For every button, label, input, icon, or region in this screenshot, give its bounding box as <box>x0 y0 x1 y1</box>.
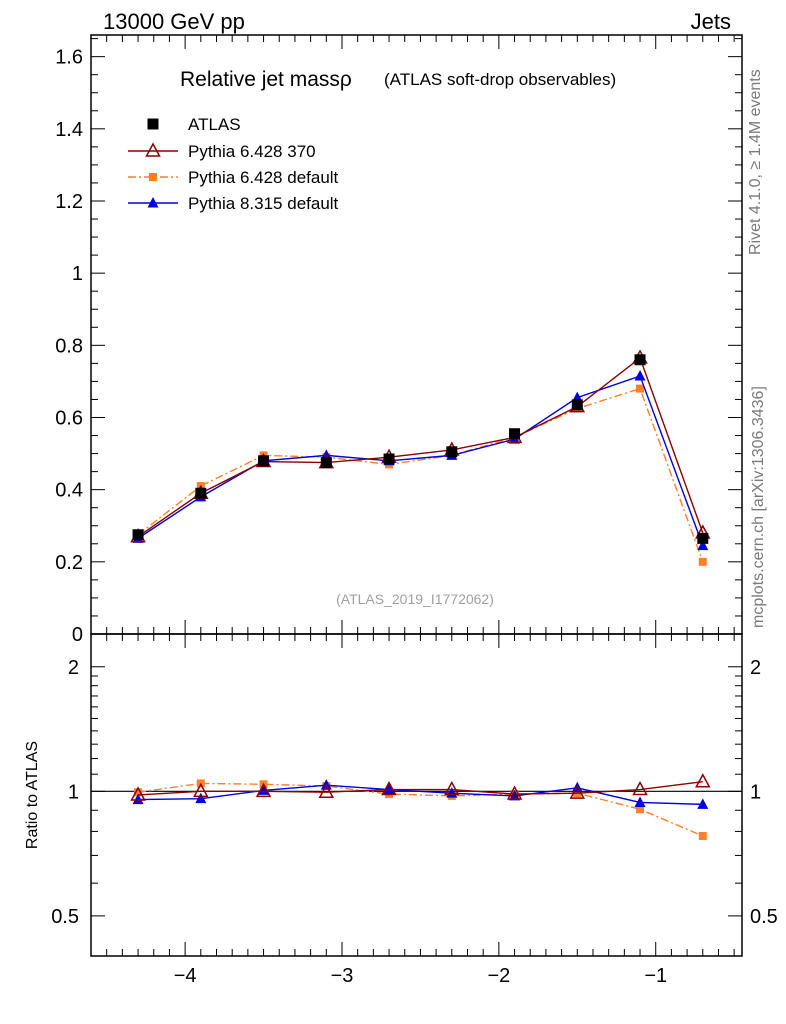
ratio-tick-label: 1 <box>68 781 79 803</box>
ratio-tick-label: 2 <box>68 657 79 679</box>
point-p6_def <box>636 384 645 393</box>
ratio-point-p8_def <box>195 792 207 804</box>
point-atlas <box>571 399 583 411</box>
ratio-point-p6_370 <box>381 780 397 796</box>
ratio-point-p6_370 <box>444 780 460 796</box>
main-y-axis: 0 0.2 0.4 0.6 0.8 1 1.2 1.4 1.6 <box>55 38 742 646</box>
ratio-point-p6_370 <box>193 782 209 798</box>
ratio-y-label: Ratio to ATLAS <box>24 741 41 849</box>
y-tick-label: 0 <box>72 624 83 646</box>
side-label-bottom: mcplots.cern.ch [arXiv:1306.3436] <box>750 386 767 628</box>
ratio-point-p8_def <box>509 789 521 801</box>
y-tick-label: 0.6 <box>55 407 83 429</box>
point-atlas <box>195 487 207 499</box>
ratio-y-axis: 0.5 0.5 1 1 2 2 <box>51 657 778 928</box>
y-tick-label: 1 <box>72 263 83 285</box>
x-tick-label: −3 <box>331 965 354 987</box>
x-tick-label: −4 <box>174 965 197 987</box>
ratio-tick-label-right: 2 <box>750 657 761 679</box>
series-line-p8_def <box>137 375 704 546</box>
point-atlas <box>383 453 395 465</box>
ratio-series-layer <box>130 773 711 840</box>
point-p6_def <box>698 557 707 566</box>
ratio-line-p8_def <box>138 784 703 806</box>
point-atlas <box>634 354 646 366</box>
legend: ATLAS Pythia 6.428 370 Pythia 6.428 defaul… <box>128 115 339 213</box>
y-tick-label: 1.2 <box>55 191 83 213</box>
ratio-point-p6_370 <box>569 784 586 799</box>
ratio-point-p6_370 <box>130 786 146 801</box>
point-atlas <box>446 446 458 458</box>
point-atlas <box>258 455 270 467</box>
legend-label-p6_370: Pythia 6.428 370 <box>188 142 316 161</box>
point-atlas <box>697 532 709 544</box>
side-label-top: Rivet 4.1.0, ≥ 1.4M events <box>747 69 764 255</box>
ratio-point-p6_def <box>134 788 143 797</box>
legend-label-p6_def: Pythia 6.428 default <box>188 168 339 187</box>
ratio-plot-frame <box>90 633 743 957</box>
chart-title-text: Relative jet mass <box>180 68 340 91</box>
point-p8_def <box>634 369 646 381</box>
x-tick-label: −1 <box>644 965 667 987</box>
ratio-tick-label: 0.5 <box>51 906 79 928</box>
legend-marker-p6_def <box>149 173 157 181</box>
ratio-tick-label-right: 0.5 <box>750 906 778 928</box>
point-atlas <box>509 428 521 440</box>
legend-marker-p8_def <box>147 197 159 208</box>
ratio-point-p8_def <box>132 793 144 805</box>
main-series-layer <box>130 349 711 566</box>
ratio-point-p8_def <box>258 784 270 795</box>
chart-subtitle: (ATLAS soft-drop observables) <box>384 70 616 89</box>
point-p8_def <box>697 539 709 551</box>
ratio-point-p6_370 <box>255 782 272 798</box>
ratio-point-p6_370 <box>632 780 648 796</box>
header-right-label: Jets <box>691 9 731 34</box>
analysis-watermark: (ATLAS_2019_I1772062) <box>336 591 494 607</box>
x-axis: −4 −3 −2 −1 <box>90 35 735 987</box>
chart-title-symbol: ρ <box>340 68 352 91</box>
ratio-point-p8_def <box>634 796 646 807</box>
legend-label-p8_def: Pythia 8.315 default <box>188 194 339 213</box>
series-line-p6_def <box>137 387 704 563</box>
chart-title: Relative jet massρ <box>180 68 352 91</box>
legend-label-atlas: ATLAS <box>188 115 241 134</box>
y-tick-label: 1.6 <box>55 47 83 69</box>
ratio-point-p6_370 <box>695 773 711 788</box>
ratio-line-p6_def <box>137 782 704 837</box>
point-atlas <box>320 457 332 469</box>
ratio-tick-label-right: 1 <box>750 781 761 803</box>
y-tick-label: 0.8 <box>55 335 83 357</box>
y-tick-label: 0.2 <box>55 552 83 574</box>
y-tick-label: 1.4 <box>55 119 83 141</box>
series-line-p6_370 <box>137 356 704 538</box>
ratio-point-p6_370 <box>506 785 523 800</box>
point-atlas <box>132 529 144 541</box>
ratio-point-p6_def <box>636 805 645 814</box>
ratio-point-p8_def <box>697 798 709 809</box>
legend-marker-atlas <box>147 118 159 130</box>
x-tick-label: −2 <box>487 965 510 987</box>
ratio-point-p8_def <box>383 783 395 795</box>
ratio-line-p6_370 <box>138 781 703 796</box>
legend-marker-p6_370 <box>145 142 161 157</box>
ratio-point-p6_370 <box>318 783 335 798</box>
header-left-label: 13000 GeV pp <box>103 9 245 34</box>
y-tick-label: 0.4 <box>55 480 83 502</box>
ratio-point-p6_def <box>698 831 707 840</box>
